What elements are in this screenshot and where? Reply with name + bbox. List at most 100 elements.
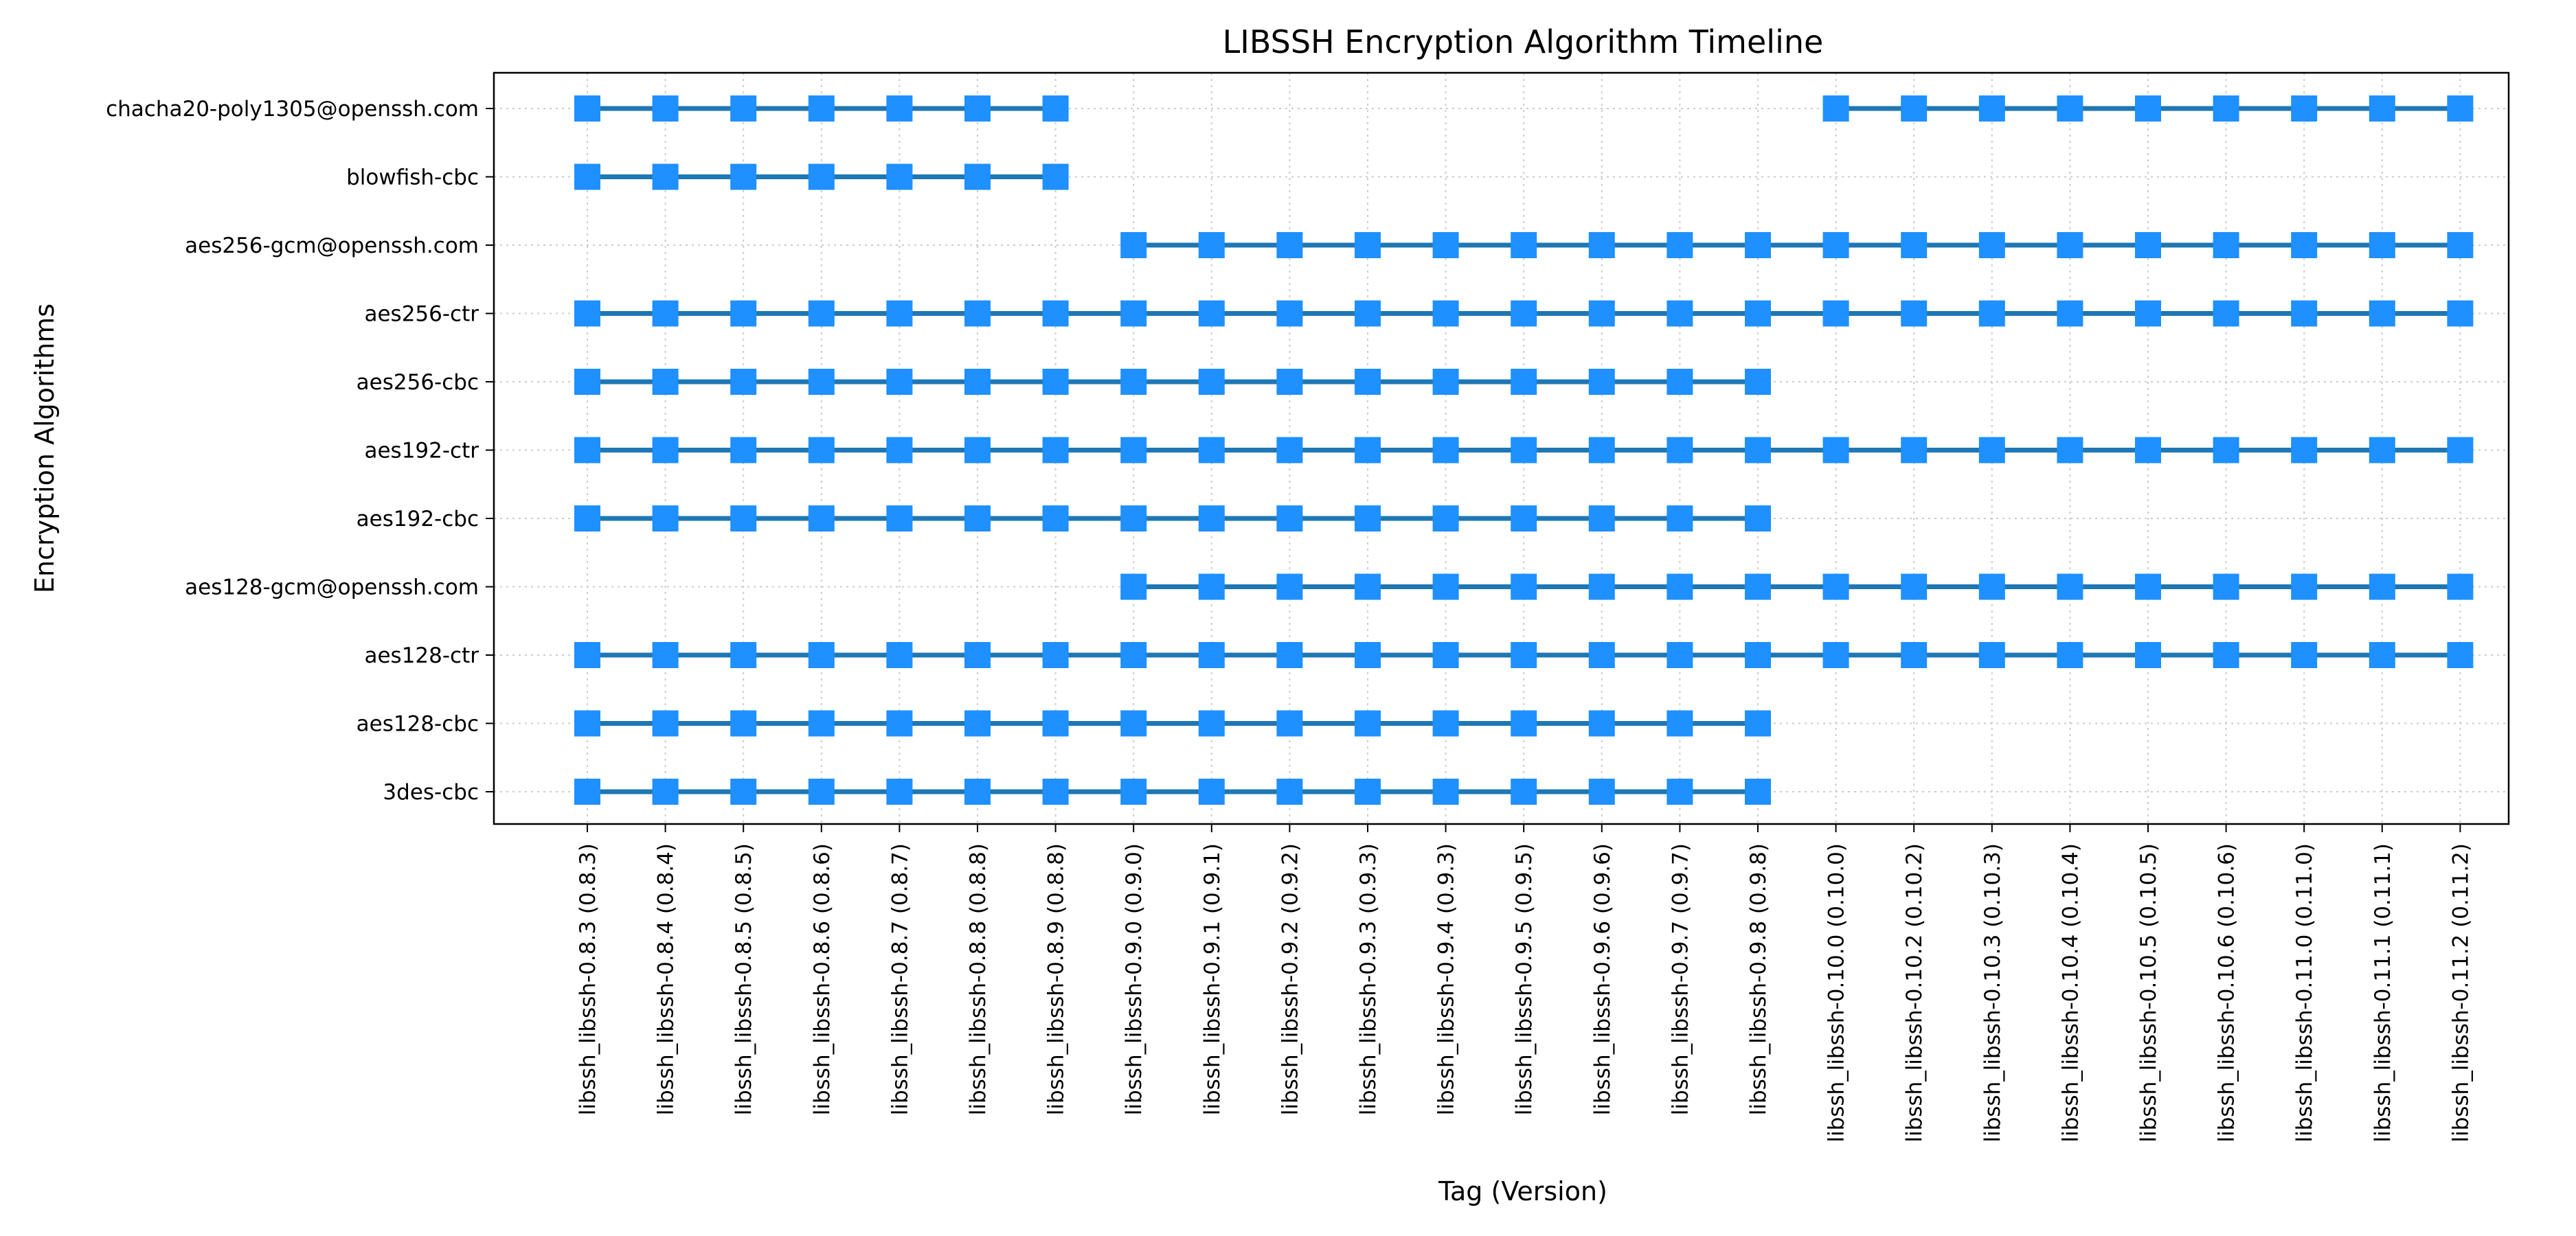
data-point	[652, 642, 679, 668]
data-point	[1978, 232, 2005, 258]
data-point	[1198, 710, 1225, 737]
data-point	[1667, 505, 1693, 531]
data-point	[574, 300, 600, 327]
data-point	[2369, 642, 2395, 668]
data-point	[1745, 369, 1771, 395]
data-point	[1432, 642, 1459, 668]
data-point	[964, 779, 991, 805]
data-point	[2135, 300, 2161, 327]
data-point	[2213, 573, 2239, 600]
data-point	[2213, 437, 2239, 464]
data-point	[2447, 642, 2474, 668]
data-point	[1432, 779, 1459, 805]
data-point	[1120, 642, 1147, 668]
data-point	[1355, 369, 1381, 395]
x-tick-label: libssh_libssh-0.9.3 (0.9.3)	[1356, 843, 1381, 1115]
data-point	[886, 710, 913, 737]
data-point	[886, 779, 913, 805]
data-point	[808, 642, 835, 668]
data-point	[1198, 505, 1225, 531]
data-point	[1120, 300, 1147, 327]
data-point	[2447, 300, 2474, 327]
y-axis-ticks: 3des-cbc aes128-cbc aes128-ctr aes128-gcm@o…	[106, 97, 494, 805]
data-point	[886, 369, 913, 395]
data-point	[652, 710, 679, 737]
data-point	[730, 642, 757, 668]
data-point	[1745, 505, 1771, 531]
data-point	[2447, 437, 2474, 464]
data-point	[1120, 573, 1147, 600]
x-tick-label: libssh_libssh-0.10.6 (0.10.6)	[2215, 843, 2239, 1143]
data-point	[1978, 300, 2005, 327]
data-point	[1667, 710, 1693, 737]
y-tick-label: aes128-gcm@openssh.com	[185, 575, 479, 600]
data-point	[1588, 232, 1615, 258]
data-point	[1276, 779, 1303, 805]
series-group	[574, 95, 2474, 805]
data-point	[1276, 369, 1303, 395]
x-tick-label: libssh_libssh-0.8.6 (0.8.6)	[810, 843, 835, 1115]
data-point	[1355, 437, 1381, 464]
data-point	[1745, 232, 1771, 258]
data-point	[964, 710, 991, 737]
data-point	[808, 163, 835, 190]
x-tick-label: libssh_libssh-0.11.1 (0.11.1)	[2371, 843, 2395, 1143]
data-point	[730, 710, 757, 737]
data-point	[1978, 95, 2005, 122]
data-point	[730, 163, 757, 190]
x-tick-label: libssh_libssh-0.8.9 (0.8.8)	[1044, 843, 1069, 1115]
data-point	[1276, 573, 1303, 600]
data-point	[1822, 437, 1849, 464]
data-point	[574, 95, 600, 122]
data-point	[1901, 642, 1928, 668]
data-point	[1042, 437, 1069, 464]
data-point	[1978, 437, 2005, 464]
data-point	[730, 437, 757, 464]
data-point	[2135, 95, 2161, 122]
data-point	[1745, 779, 1771, 805]
data-point	[652, 95, 679, 122]
data-point	[1901, 437, 1928, 464]
data-point	[652, 163, 679, 190]
data-point	[574, 505, 600, 531]
data-point	[1978, 573, 2005, 600]
data-point	[1276, 710, 1303, 737]
data-point	[2213, 642, 2239, 668]
data-point	[1042, 163, 1069, 190]
data-point	[1901, 95, 1928, 122]
data-point	[1120, 710, 1147, 737]
data-point	[1198, 232, 1225, 258]
y-tick-label: aes128-ctr	[364, 643, 479, 668]
y-tick-label: aes256-ctr	[364, 302, 479, 327]
data-point	[1120, 505, 1147, 531]
data-point	[2135, 642, 2161, 668]
y-tick-label: aes192-cbc	[357, 507, 479, 531]
data-point	[1432, 573, 1459, 600]
data-point	[2135, 232, 2161, 258]
x-tick-label: libssh_libssh-0.9.7 (0.9.7)	[1668, 843, 1693, 1115]
x-tick-label: libssh_libssh-0.8.5 (0.8.5)	[732, 843, 756, 1115]
data-point	[1198, 300, 1225, 327]
data-point	[2369, 232, 2395, 258]
data-point	[2291, 300, 2318, 327]
data-point	[1198, 779, 1225, 805]
data-point	[1667, 779, 1693, 805]
x-tick-label: libssh_libssh-0.8.4 (0.8.4)	[654, 843, 679, 1115]
data-point	[1355, 779, 1381, 805]
data-point	[1822, 232, 1849, 258]
x-tick-label: libssh_libssh-0.9.8 (0.9.8)	[1746, 843, 1771, 1115]
data-point	[1588, 437, 1615, 464]
data-point	[1432, 300, 1459, 327]
data-point	[808, 437, 835, 464]
data-point	[652, 369, 679, 395]
x-tick-label: libssh_libssh-0.8.7 (0.8.7)	[888, 843, 912, 1115]
data-point	[574, 642, 600, 668]
data-point	[886, 163, 913, 190]
data-point	[652, 300, 679, 327]
data-point	[2135, 573, 2161, 600]
data-point	[1745, 710, 1771, 737]
data-point	[808, 710, 835, 737]
y-tick-label: 3des-cbc	[383, 780, 479, 805]
data-point	[886, 300, 913, 327]
data-point	[808, 369, 835, 395]
